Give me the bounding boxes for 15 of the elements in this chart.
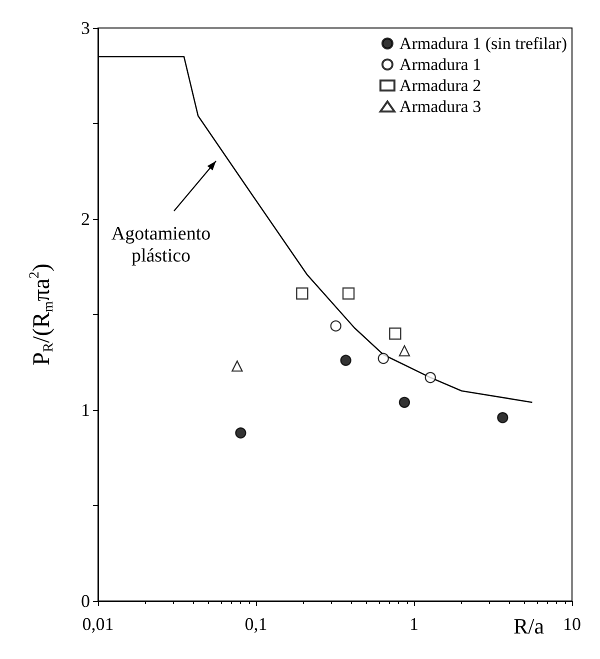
legend-label: Armadura 2	[399, 76, 482, 95]
y-tick-label: 2	[81, 209, 90, 229]
x-tick-label: 0,01	[82, 614, 114, 634]
y-tick-label: 0	[81, 591, 90, 611]
legend-label: Armadura 1 (sin trefilar)	[399, 34, 568, 53]
x-tick-label: 0,1	[244, 614, 268, 634]
x-axis-title: R/a	[513, 614, 544, 638]
x-tick-label: 10	[563, 614, 581, 634]
annotation: Agotamiento plástico	[111, 224, 211, 266]
y-tick-label: 1	[81, 400, 90, 420]
y-axis-title: PR/(Rmπa2)	[28, 263, 56, 366]
legend-label: Armadura 1	[399, 55, 482, 74]
legend-label: Armadura 3	[399, 97, 482, 116]
x-tick-label: 1	[410, 614, 418, 634]
y-tick-label: 3	[81, 18, 90, 38]
